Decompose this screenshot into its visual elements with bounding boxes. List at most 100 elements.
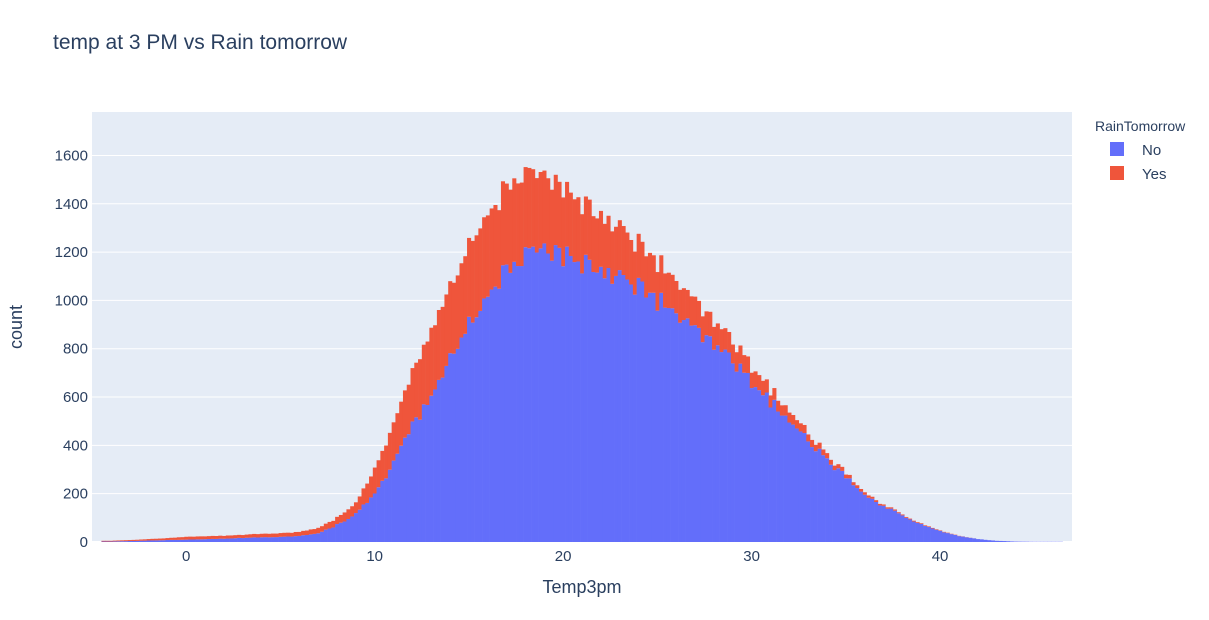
histogram-bar-yes[interactable] (583, 196, 588, 255)
histogram-bar-yes[interactable] (821, 449, 826, 456)
histogram-bar-no[interactable] (798, 431, 803, 542)
histogram-bar-no[interactable] (900, 515, 905, 542)
histogram-bar-no[interactable] (964, 537, 969, 542)
histogram-bar-yes[interactable] (176, 537, 181, 540)
histogram-bar-no[interactable] (120, 541, 125, 542)
histogram-bar-no[interactable] (154, 540, 159, 542)
histogram-bar-yes[interactable] (843, 474, 849, 479)
histogram-bar-yes[interactable] (659, 255, 664, 293)
legend-item-yes[interactable]: Yes (1110, 166, 1166, 183)
histogram-bar-yes[interactable] (749, 372, 754, 389)
histogram-bar-yes[interactable] (482, 217, 487, 299)
histogram-bar-no[interactable] (843, 478, 849, 542)
histogram-bar-no[interactable] (361, 504, 366, 542)
histogram-bar-no[interactable] (289, 536, 294, 542)
histogram-bar-no[interactable] (617, 270, 622, 542)
histogram-bar-no[interactable] (391, 460, 396, 542)
histogram-bar-no[interactable] (199, 539, 204, 542)
histogram-bar-yes[interactable] (425, 341, 430, 405)
histogram-bar-yes[interactable] (655, 272, 660, 311)
histogram-bar-yes[interactable] (810, 439, 815, 448)
histogram-bar-yes[interactable] (640, 241, 645, 282)
histogram-bar-no[interactable] (591, 272, 596, 542)
histogram-bar-yes[interactable] (538, 172, 543, 249)
histogram-bar-yes[interactable] (131, 539, 136, 541)
histogram-bar-no[interactable] (459, 337, 464, 542)
histogram-bar-no[interactable] (877, 505, 882, 542)
histogram-bar-no[interactable] (233, 538, 238, 542)
histogram-bar-no[interactable] (470, 322, 475, 542)
histogram-bar-yes[interactable] (346, 509, 351, 519)
histogram-bar-no[interactable] (723, 349, 728, 542)
histogram-bar-yes[interactable] (455, 275, 460, 349)
histogram-bar-yes[interactable] (165, 538, 170, 541)
histogram-bar-yes[interactable] (527, 167, 532, 249)
histogram-bar-no[interactable] (704, 335, 709, 542)
histogram-bar-yes[interactable] (930, 527, 935, 529)
histogram-bar-no[interactable] (497, 288, 502, 542)
histogram-bar-no[interactable] (282, 536, 287, 542)
histogram-bar-no[interactable] (225, 538, 230, 542)
histogram-bar-no[interactable] (173, 539, 178, 542)
histogram-bar-yes[interactable] (614, 226, 619, 276)
histogram-bar-yes[interactable] (263, 533, 268, 538)
histogram-bar-no[interactable] (802, 433, 807, 542)
histogram-bar-no[interactable] (644, 297, 649, 542)
histogram-bar-no[interactable] (847, 478, 852, 542)
histogram-bar-no[interactable] (953, 535, 958, 542)
histogram-bar-yes[interactable] (308, 529, 313, 535)
histogram-bar-no[interactable] (1006, 541, 1011, 542)
histogram-bar-no[interactable] (214, 538, 219, 542)
histogram-bar-no[interactable] (911, 521, 916, 542)
histogram-bar-no[interactable] (301, 535, 306, 542)
histogram-bar-yes[interactable] (157, 538, 163, 541)
histogram-bar-no[interactable] (508, 272, 513, 542)
histogram-bar-yes[interactable] (802, 424, 807, 434)
histogram-bar-yes[interactable] (402, 390, 408, 438)
histogram-bar-no[interactable] (700, 342, 705, 542)
histogram-bar-yes[interactable] (753, 371, 758, 388)
histogram-bar-yes[interactable] (384, 445, 389, 479)
histogram-bar-no[interactable] (191, 539, 196, 543)
histogram-bar-yes[interactable] (651, 255, 656, 293)
histogram-bar-no[interactable] (794, 428, 800, 542)
histogram-bar-yes[interactable] (734, 352, 739, 372)
histogram-bar-no[interactable] (761, 395, 766, 542)
histogram-bar-no[interactable] (979, 539, 984, 542)
histogram-bar-no[interactable] (523, 247, 528, 542)
histogram-bar-yes[interactable] (764, 379, 769, 393)
histogram-bar-no[interactable] (621, 274, 626, 542)
histogram-bar-yes[interactable] (632, 251, 637, 295)
histogram-bar-yes[interactable] (704, 311, 709, 336)
histogram-bar-no[interactable] (715, 345, 720, 542)
histogram-bar-yes[interactable] (414, 362, 419, 418)
histogram-bar-no[interactable] (274, 537, 279, 542)
histogram-bar-no[interactable] (259, 537, 264, 542)
histogram-bar-no[interactable] (975, 539, 980, 542)
histogram-bar-no[interactable] (919, 523, 924, 542)
histogram-bar-no[interactable] (278, 536, 283, 542)
histogram-bar-yes[interactable] (372, 467, 377, 494)
histogram-bar-no[interactable] (926, 527, 931, 542)
histogram-bar-no[interactable] (987, 540, 992, 542)
histogram-bar-no[interactable] (350, 516, 355, 542)
histogram-bar-yes[interactable] (293, 531, 298, 537)
histogram-bar-no[interactable] (139, 540, 144, 542)
histogram-bar-yes[interactable] (467, 237, 472, 317)
histogram-bar-yes[interactable] (685, 289, 690, 319)
histogram-bar-yes[interactable] (911, 520, 916, 522)
histogram-bar-yes[interactable] (847, 474, 852, 479)
histogram-bar-no[interactable] (696, 327, 702, 542)
histogram-bar-yes[interactable] (271, 533, 276, 538)
histogram-bar-yes[interactable] (719, 329, 724, 353)
histogram-bar-yes[interactable] (674, 280, 679, 314)
histogram-bar-no[interactable] (433, 389, 438, 542)
histogram-bar-yes[interactable] (267, 533, 272, 538)
histogram-bar-yes[interactable] (727, 331, 732, 353)
histogram-bar-yes[interactable] (410, 368, 415, 422)
histogram-bar-yes[interactable] (161, 538, 166, 541)
histogram-bar-no[interactable] (312, 533, 317, 542)
histogram-bar-yes[interactable] (738, 345, 743, 364)
histogram-bar-yes[interactable] (112, 540, 117, 542)
histogram-bar-yes[interactable] (391, 422, 396, 461)
